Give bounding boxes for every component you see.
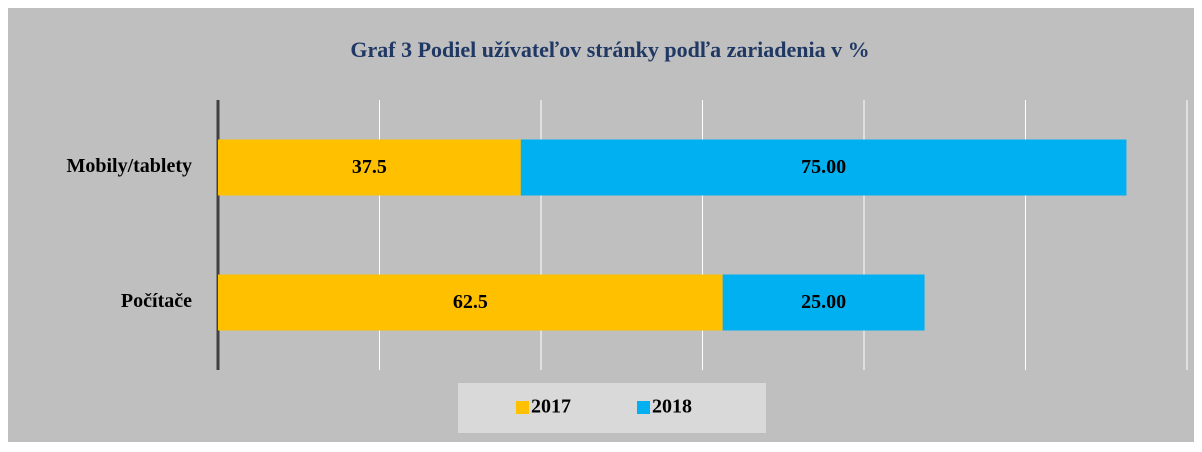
- legend-label: 2017: [531, 396, 571, 418]
- data-label: 37.5: [352, 156, 387, 178]
- legend-box: [458, 383, 766, 433]
- bar-segment: [218, 139, 521, 196]
- data-label: 75.00: [801, 156, 846, 178]
- chart-title: Graf 3 Podiel užívateľov stránky podľa z…: [350, 37, 869, 62]
- legend-swatch: [637, 401, 650, 414]
- legend-label: 2018: [652, 396, 692, 418]
- data-label: 62.5: [453, 291, 488, 313]
- y-tick-label: Mobily/tablety: [66, 155, 192, 177]
- bar-segment: [520, 139, 1127, 196]
- data-label: 25.00: [801, 291, 846, 313]
- y-tick-label: Počítače: [121, 290, 192, 312]
- legend-swatch: [516, 401, 529, 414]
- chart-background: [8, 8, 1194, 442]
- bar-segment: [722, 274, 925, 331]
- bar-segment: [218, 274, 723, 331]
